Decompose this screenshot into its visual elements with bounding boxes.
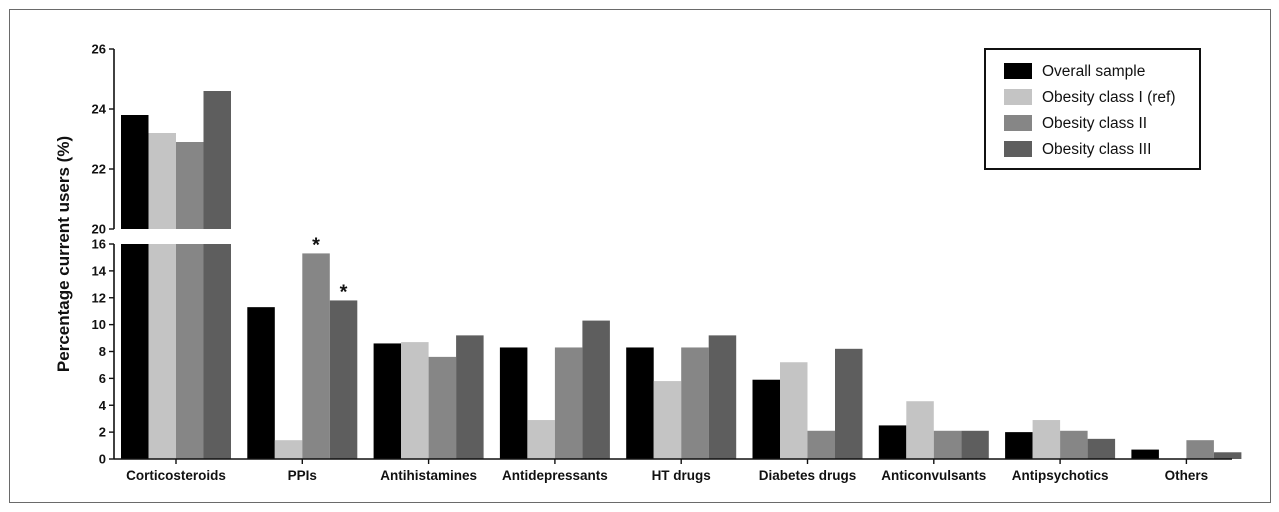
bar-ppis-s3 xyxy=(302,253,330,459)
bars-group xyxy=(121,91,1242,459)
bar-antipsychotics-s1 xyxy=(1005,432,1033,459)
legend-swatch-3 xyxy=(1004,115,1032,131)
bar-anticonvulsants-s2 xyxy=(906,401,934,459)
significance-star-1: * xyxy=(312,234,320,256)
bar-corticosteroids-s2-upper xyxy=(148,133,176,229)
bar-antipsychotics-s4 xyxy=(1087,438,1116,459)
bar-others-s3 xyxy=(1186,440,1214,459)
y-axis-title: Percentage current users (%) xyxy=(54,136,73,372)
bar-antidepressants-s3 xyxy=(554,347,583,459)
category-label-ht-drugs: HT drugs xyxy=(652,468,711,483)
legend-label-1: Overall sample xyxy=(1042,63,1145,80)
category-label-anticonvulsants: Anticonvulsants xyxy=(881,468,986,483)
bar-antidepressants-s2 xyxy=(527,420,555,459)
bar-antihistamines-s4 xyxy=(456,335,484,459)
y-tick-label-8: 8 xyxy=(99,344,106,359)
bar-ppis-s4 xyxy=(329,300,358,459)
y-tick-label-22: 22 xyxy=(92,162,106,177)
category-label-others: Others xyxy=(1165,468,1209,483)
bar-corticosteroids-s4-lower xyxy=(203,244,231,459)
bar-diabetes-drugs-s4 xyxy=(835,348,863,459)
bar-antihistamines-s2 xyxy=(401,342,429,459)
legend-swatch-2 xyxy=(1004,89,1032,105)
bar-anticonvulsants-s3 xyxy=(933,430,962,459)
bar-corticosteroids-s3-lower xyxy=(176,244,204,459)
category-label-corticosteroids: Corticosteroids xyxy=(126,468,226,483)
y-tick-label-0: 0 xyxy=(99,452,106,467)
legend-swatch-4 xyxy=(1004,141,1032,157)
y-tick-label-4: 4 xyxy=(99,398,107,413)
bar-others-s1 xyxy=(1131,449,1159,459)
bar-others-s4 xyxy=(1213,452,1242,459)
category-label-antihistamines: Antihistamines xyxy=(380,468,477,483)
y-tick-label-6: 6 xyxy=(99,371,106,386)
bar-anticonvulsants-s4 xyxy=(961,430,989,459)
bar-corticosteroids-s1-lower xyxy=(121,244,149,459)
bar-antihistamines-s1 xyxy=(373,343,402,459)
y-tick-label-26: 26 xyxy=(92,42,106,57)
category-label-diabetes-drugs: Diabetes drugs xyxy=(759,468,857,483)
bar-ht-drugs-s3 xyxy=(681,347,709,459)
y-tick-label-20: 20 xyxy=(92,222,106,237)
y-tick-label-24: 24 xyxy=(92,102,107,117)
bar-ht-drugs-s1 xyxy=(626,347,654,459)
category-label-antidepressants: Antidepressants xyxy=(502,468,608,483)
legend: Overall sample Obesity class I (ref) Obesi… xyxy=(984,48,1201,170)
bar-ppis-s2 xyxy=(274,440,303,459)
category-label-ppis: PPIs xyxy=(288,468,317,483)
bar-ht-drugs-s2 xyxy=(653,381,682,459)
bar-corticosteroids-s2-lower xyxy=(148,244,176,459)
bar-antipsychotics-s3 xyxy=(1060,430,1088,459)
bar-ppis-s1 xyxy=(247,307,275,459)
bar-corticosteroids-s3-upper xyxy=(176,142,204,229)
bar-diabetes-drugs-s3 xyxy=(807,430,835,459)
y-tick-label-2: 2 xyxy=(99,425,106,440)
bar-antidepressants-s4 xyxy=(582,320,610,459)
y-tick-label-12: 12 xyxy=(92,290,106,305)
legend-label-3: Obesity class II xyxy=(1042,115,1147,132)
legend-label-4: Obesity class III xyxy=(1042,141,1151,158)
bar-corticosteroids-s4-upper xyxy=(203,91,231,229)
bar-diabetes-drugs-s1 xyxy=(752,379,780,459)
legend-swatch-1 xyxy=(1004,63,1032,79)
bar-anticonvulsants-s1 xyxy=(878,425,907,459)
y-tick-label-10: 10 xyxy=(92,317,106,332)
significance-star-2: * xyxy=(340,281,348,303)
legend-label-2: Obesity class I (ref) xyxy=(1042,89,1176,106)
bar-antihistamines-s3 xyxy=(428,356,457,459)
bar-antidepressants-s1 xyxy=(499,347,528,459)
bar-ht-drugs-s4 xyxy=(708,335,737,459)
category-label-antipsychotics: Antipsychotics xyxy=(1012,468,1109,483)
bar-antipsychotics-s2 xyxy=(1032,420,1061,459)
bar-corticosteroids-s1-upper xyxy=(121,115,149,229)
y-tick-label-16: 16 xyxy=(92,237,106,252)
bar-diabetes-drugs-s2 xyxy=(780,362,808,459)
axes-group xyxy=(109,48,1232,464)
y-tick-label-14: 14 xyxy=(92,263,107,278)
